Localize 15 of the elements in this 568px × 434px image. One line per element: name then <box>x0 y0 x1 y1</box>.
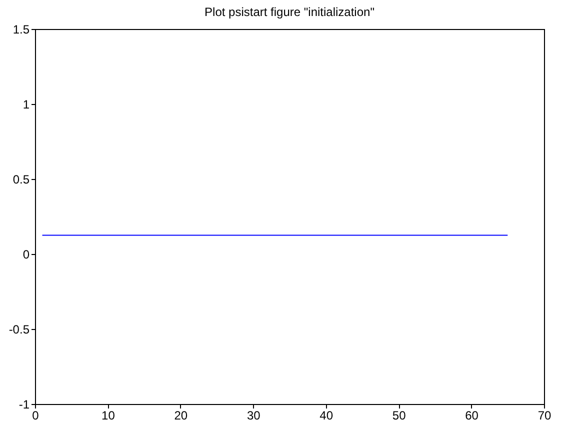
x-tick-label: 60 <box>465 408 479 422</box>
chart-title: Plot psistart figure "initialization" <box>204 5 374 19</box>
y-tick-label: 0.5 <box>12 172 30 186</box>
x-tick-label: 70 <box>538 408 552 422</box>
y-tick-label: -1 <box>18 398 30 412</box>
x-tick-label: 30 <box>246 408 261 422</box>
x-tick-label: 20 <box>174 408 188 422</box>
y-tick-label: -0.5 <box>8 322 30 336</box>
y-tick-label: 1.5 <box>12 22 30 36</box>
y-tick-label: 0 <box>22 248 30 262</box>
y-tick-label: 1 <box>22 98 30 112</box>
x-tick-label: 40 <box>320 408 334 422</box>
x-tick-label: 0 <box>32 408 40 422</box>
x-tick-label: 50 <box>392 408 406 422</box>
x-tick-label: 10 <box>102 408 116 422</box>
